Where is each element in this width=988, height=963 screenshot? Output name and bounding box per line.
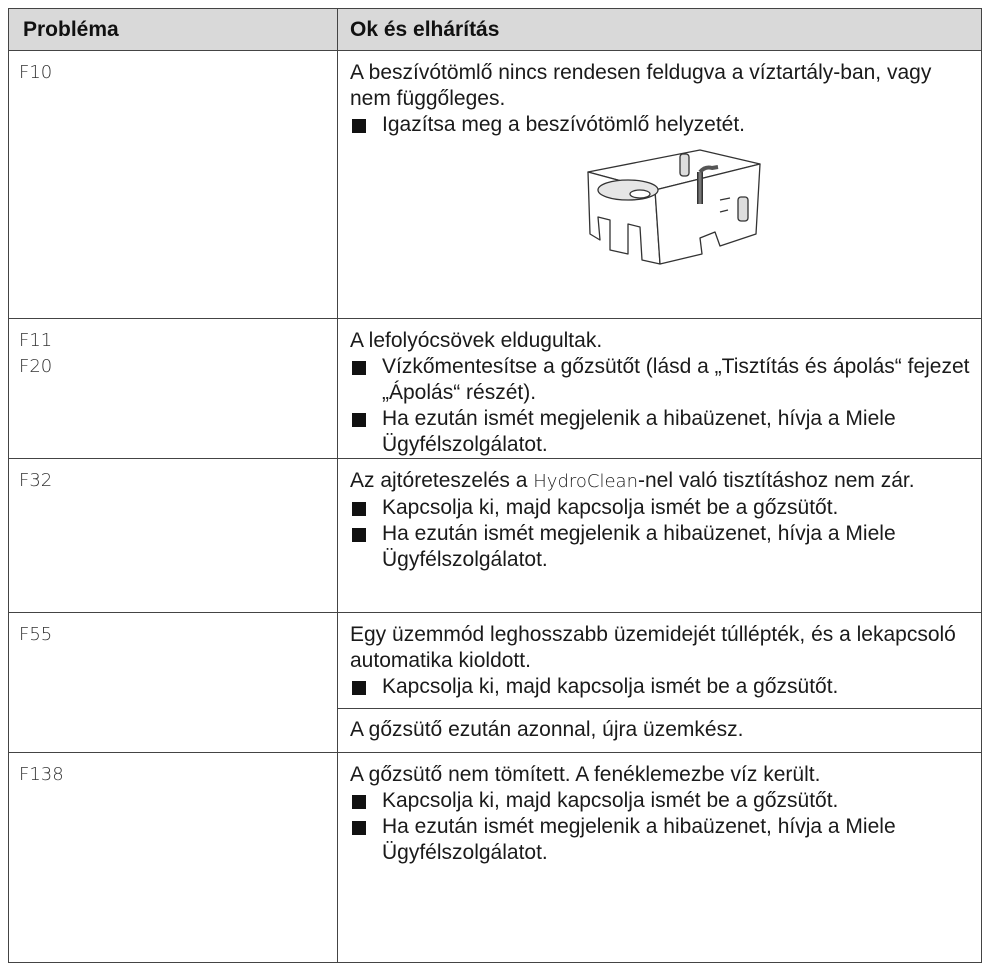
bullet: Ha ezután ismét megjelenik a hibaüzenet,… [350,406,971,458]
cell-part: Egy üzemmód leghosszabb üzemidejét túllé… [338,613,981,709]
product-name: HydroClean [533,471,638,492]
header-cell: Ok és elhárítás [350,18,500,41]
cause: Egy üzemmód leghosszabb üzemidejét túllé… [350,623,956,672]
header-row: Probléma Ok és elhárítás [9,9,981,52]
row: F11 F20 A lefolyócsövek eldugultak. Vízk… [9,319,981,466]
row: F10 A beszívótömlő nincs rendesen feldug… [9,51,981,319]
bullet: Vízkőmentesítse a gőzsütőt (lásd a „Tisz… [350,354,971,406]
cause: A beszívótömlő nincs rendesen feldugva a… [350,61,932,110]
code-cell: F138 [9,753,338,962]
code: F55 [19,624,53,645]
code-cell: F55 [9,613,338,752]
text-cell: Az ajtóreteszelés a HydroClean-nel való … [338,459,981,612]
code: F32 [19,470,53,491]
row: F32 Az ajtóreteszelés a HydroClean-nel v… [9,459,981,613]
bullet: Ha ezután ismét megjelenik a hibaüzenet,… [350,814,971,866]
text-cell: A gőzsütő nem tömített. A fenéklemezbe v… [338,753,981,962]
code: F11 [19,330,53,351]
bullet: Kapcsolja ki, majd kapcsolja ismét be a … [350,788,971,814]
row: F138 A gőzsütő nem tömített. A fenékleme… [9,753,981,963]
tank-illustration [587,149,761,265]
text-cell: A lefolyócsövek eldugultak. Vízkőmentesí… [338,319,981,466]
bullet: Kapcsolja ki, majd kapcsolja ismét be a … [350,495,971,521]
row: F55 Egy üzemmód leghosszabb üzemidejét t… [9,613,981,753]
header-cell: Probléma [9,9,338,52]
text: -nel való tisztításhoz nem zár. [637,469,915,492]
cause: A gőzsütő nem tömített. A fenéklemezbe v… [350,763,821,786]
bullet: Ha ezután ismét megjelenik a hibaüzenet,… [350,521,971,573]
table: Probléma Ok és elhárítás F10 A beszívótö… [8,8,982,963]
code-cell: F11 F20 [9,319,338,466]
code-cell: F32 [9,459,338,612]
bullet: Kapcsolja ki, majd kapcsolja ismét be a … [350,674,971,700]
text-cell: Egy üzemmód leghosszabb üzemidejét túllé… [338,613,981,752]
cause: Az ajtóreteszelés a HydroClean-nel való … [350,468,971,495]
note: A gőzsütő ezután azonnal, újra üzemkész. [350,718,744,741]
code: F138 [19,764,64,785]
code: F20 [19,356,53,377]
cause: A lefolyócsövek eldugultak. [350,329,603,352]
text: Az ajtóreteszelés a [350,469,534,492]
bullet: Igazítsa meg a beszívótömlő helyzetét. [350,112,971,138]
code: F10 [19,62,53,83]
code-cell: F10 [9,51,338,318]
text-cell: A beszívótömlő nincs rendesen feldugva a… [338,51,981,318]
